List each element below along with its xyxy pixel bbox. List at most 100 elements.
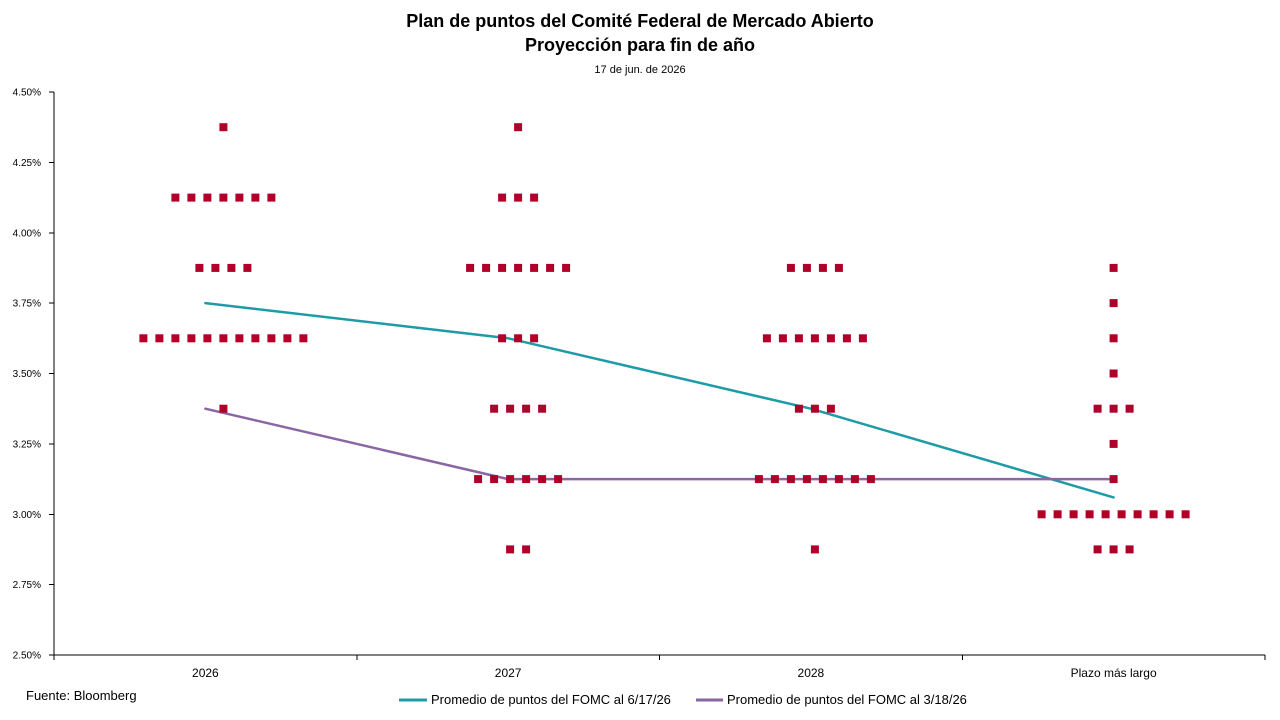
dot-marker bbox=[1125, 545, 1134, 554]
dot-marker bbox=[219, 334, 228, 343]
y-tick-label: 3.50% bbox=[13, 369, 41, 380]
dot-marker bbox=[187, 334, 196, 343]
dot-marker bbox=[1109, 404, 1118, 413]
x-category-label: 2028 bbox=[798, 666, 825, 680]
y-tick-label: 3.75% bbox=[13, 299, 41, 310]
dot-marker bbox=[762, 334, 771, 343]
dot-marker bbox=[466, 263, 475, 272]
line-series-3-18-26 bbox=[204, 407, 1115, 481]
dot-marker bbox=[1125, 404, 1134, 413]
dot-marker bbox=[139, 334, 148, 343]
dot-marker bbox=[235, 193, 244, 202]
dot-marker bbox=[770, 475, 779, 484]
dot-marker bbox=[514, 123, 523, 132]
dot-marker bbox=[1093, 404, 1102, 413]
dot-marker bbox=[802, 263, 811, 272]
dot-marker bbox=[1149, 510, 1158, 519]
dot-marker bbox=[834, 263, 843, 272]
dot-marker bbox=[203, 193, 212, 202]
dot-marker bbox=[514, 193, 523, 202]
chart-title: Plan de puntos del Comité Federal de Mer… bbox=[406, 11, 873, 31]
dot-marker bbox=[227, 263, 236, 272]
dot-marker bbox=[530, 263, 539, 272]
dot-marker bbox=[514, 334, 523, 343]
dot-marker bbox=[490, 404, 499, 413]
dot-marker bbox=[810, 334, 819, 343]
dot-marker bbox=[826, 404, 835, 413]
dot-marker bbox=[1109, 299, 1118, 308]
dot-marker bbox=[786, 475, 795, 484]
chart-subtitle: Proyección para fin de año bbox=[525, 35, 755, 55]
dot-marker bbox=[1109, 334, 1118, 343]
participant-dots bbox=[139, 123, 1190, 554]
dot-marker bbox=[546, 263, 555, 272]
dot-marker bbox=[754, 475, 763, 484]
dot-marker bbox=[187, 193, 196, 202]
dot-marker bbox=[818, 263, 827, 272]
dot-marker bbox=[522, 545, 531, 554]
dot-marker bbox=[562, 263, 571, 272]
dot-marker bbox=[778, 334, 787, 343]
dot-marker bbox=[818, 475, 827, 484]
dot-marker bbox=[1069, 510, 1078, 519]
y-tick-label: 4.25% bbox=[13, 158, 41, 169]
dot-marker bbox=[1109, 475, 1118, 484]
dot-marker bbox=[155, 334, 164, 343]
dot-marker bbox=[1109, 369, 1118, 378]
dot-marker bbox=[482, 263, 491, 272]
dot-marker bbox=[1109, 263, 1118, 272]
dot-marker bbox=[490, 475, 499, 484]
x-category-label: 2026 bbox=[192, 666, 219, 680]
x-category-label: 2027 bbox=[495, 666, 522, 680]
average-lines bbox=[204, 301, 1115, 499]
dot-marker bbox=[506, 545, 515, 554]
dot-marker bbox=[522, 475, 531, 484]
y-tick-label: 2.50% bbox=[13, 651, 41, 662]
dot-marker bbox=[794, 404, 803, 413]
dot-marker bbox=[235, 334, 244, 343]
dot-marker bbox=[251, 334, 260, 343]
dot-marker bbox=[826, 334, 835, 343]
dot-marker bbox=[538, 475, 547, 484]
dot-marker bbox=[1085, 510, 1094, 519]
dot-marker bbox=[794, 334, 803, 343]
dot-marker bbox=[203, 334, 212, 343]
y-tick-label: 4.50% bbox=[13, 88, 41, 99]
dot-marker bbox=[850, 475, 859, 484]
chart-date: 17 de jun. de 2026 bbox=[594, 64, 685, 76]
dot-marker bbox=[219, 404, 228, 413]
dot-marker bbox=[1093, 545, 1102, 554]
dot-marker bbox=[211, 263, 220, 272]
y-tick-label: 4.00% bbox=[13, 228, 41, 239]
chart-axes: 4.50% 4.25% 4.00% 3.75% 3.50% 3.25% 3.00% 2.75%… bbox=[13, 88, 1266, 680]
dot-marker bbox=[1037, 510, 1046, 519]
legend-item-3-18-26: Promedio de puntos del FOMC al 3/18/26 bbox=[696, 692, 967, 707]
dot-marker bbox=[1133, 510, 1142, 519]
dot-marker bbox=[554, 475, 563, 484]
dot-marker bbox=[522, 404, 531, 413]
y-tick-label: 3.25% bbox=[13, 439, 41, 450]
y-tick-label: 2.75% bbox=[13, 580, 41, 591]
dot-marker bbox=[1117, 510, 1126, 519]
dot-marker bbox=[1109, 545, 1118, 554]
dot-marker bbox=[866, 475, 875, 484]
legend-label: Promedio de puntos del FOMC al 6/17/26 bbox=[431, 692, 671, 707]
dot-marker bbox=[810, 404, 819, 413]
dot-marker bbox=[1101, 510, 1110, 519]
dot-marker bbox=[538, 404, 547, 413]
dot-marker bbox=[1109, 439, 1118, 448]
dot-marker bbox=[171, 334, 180, 343]
dot-marker bbox=[834, 475, 843, 484]
dot-marker bbox=[219, 123, 228, 132]
dot-marker bbox=[171, 193, 180, 202]
source-note: Fuente: Bloomberg bbox=[26, 688, 137, 703]
dot-marker bbox=[506, 404, 515, 413]
x-category-label: Plazo más largo bbox=[1071, 666, 1157, 680]
dot-marker bbox=[498, 263, 507, 272]
legend-item-6-17-26: Promedio de puntos del FOMC al 6/17/26 bbox=[399, 692, 671, 707]
y-tick-label: 3.00% bbox=[13, 510, 41, 521]
dot-marker bbox=[1053, 510, 1062, 519]
dot-marker bbox=[506, 475, 515, 484]
dot-marker bbox=[1165, 510, 1174, 519]
